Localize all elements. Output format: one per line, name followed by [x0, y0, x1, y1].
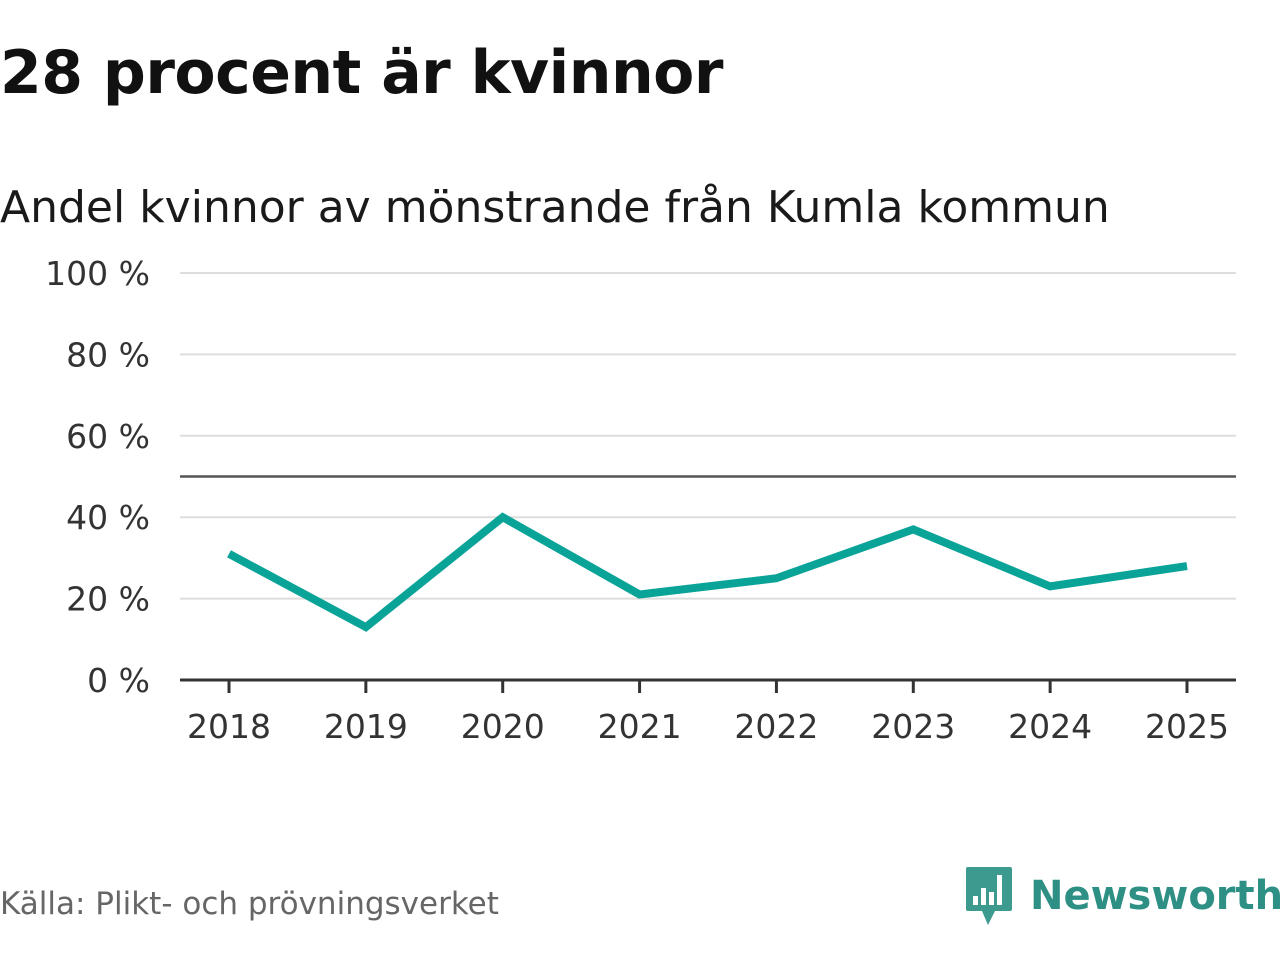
y-tick-label: 0 %: [87, 661, 150, 700]
series-line: [227, 512, 1188, 632]
x-tick-label: 2020: [461, 707, 545, 746]
brand-name: Newsworthy: [1030, 873, 1280, 919]
x-tick-label: 2024: [1008, 707, 1092, 746]
y-tick-label: 80 %: [66, 335, 150, 374]
chart-subtitle: Andel kvinnor av mönstrande från Kumla k…: [0, 182, 1110, 233]
x-tick-label: 2018: [187, 707, 271, 746]
y-tick-label: 20 %: [66, 580, 150, 619]
x-axis: 2018 2019 2020 2021 2022 2023 2024 2025: [180, 678, 1236, 746]
x-tick-label: 2025: [1145, 707, 1229, 746]
y-tick-label: 40 %: [66, 498, 150, 537]
chart-title: 28 procent är kvinnor: [0, 38, 723, 108]
line-chart: 0 % 20 % 40 % 60 % 80 % 100 % 2018 2019 2020 202…: [45, 254, 1236, 746]
y-tick-label: 60 %: [66, 417, 150, 456]
series-group: [227, 512, 1188, 632]
x-tick-label: 2022: [734, 707, 818, 746]
newsworthy-logo-icon: [966, 867, 1012, 925]
brand-logo: Newsworthy: [964, 864, 1280, 928]
x-tick-label: 2021: [598, 707, 682, 746]
y-tick-label: 100 %: [45, 254, 150, 293]
gridlines: [180, 272, 1236, 600]
x-tick-label: 2019: [324, 707, 408, 746]
source-note: Källa: Plikt- och prövningsverket: [0, 886, 499, 922]
x-tick-label: 2023: [871, 707, 955, 746]
y-axis: 0 % 20 % 40 % 60 % 80 % 100 %: [45, 254, 150, 700]
